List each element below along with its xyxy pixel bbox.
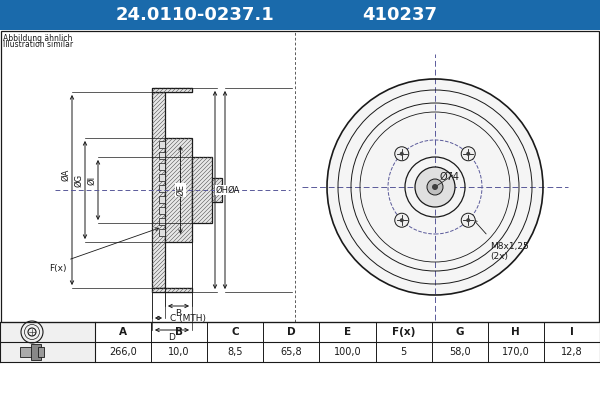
Circle shape bbox=[432, 184, 438, 190]
Circle shape bbox=[400, 218, 404, 222]
Bar bbox=[31, 344, 41, 360]
Text: B: B bbox=[175, 309, 182, 318]
Circle shape bbox=[466, 218, 470, 222]
Text: ØE: ØE bbox=[176, 184, 185, 196]
Circle shape bbox=[415, 167, 455, 207]
Text: ØA: ØA bbox=[61, 169, 70, 181]
Text: Illustration similar: Illustration similar bbox=[3, 40, 73, 49]
Text: 410237: 410237 bbox=[362, 6, 437, 24]
Bar bbox=[95, 322, 600, 342]
Bar bbox=[38, 347, 44, 357]
Bar bbox=[159, 196, 165, 203]
Bar bbox=[165, 138, 192, 242]
Bar bbox=[159, 207, 165, 214]
Text: ØI: ØI bbox=[87, 176, 96, 184]
Bar bbox=[152, 88, 192, 92]
Text: C (MTH): C (MTH) bbox=[170, 314, 206, 322]
Text: G: G bbox=[455, 327, 464, 337]
Text: E: E bbox=[344, 327, 351, 337]
Text: 12,8: 12,8 bbox=[561, 347, 583, 357]
Circle shape bbox=[427, 179, 443, 195]
Bar bbox=[95, 342, 600, 362]
Bar bbox=[159, 229, 165, 236]
Circle shape bbox=[466, 152, 470, 156]
Text: Abbildung ähnlich: Abbildung ähnlich bbox=[3, 34, 73, 43]
Circle shape bbox=[400, 152, 404, 156]
Bar bbox=[152, 288, 192, 292]
Text: D: D bbox=[169, 333, 175, 342]
Bar bbox=[159, 174, 165, 181]
Bar bbox=[152, 288, 192, 292]
Bar bbox=[192, 157, 212, 223]
Text: 5: 5 bbox=[400, 347, 407, 357]
Circle shape bbox=[461, 147, 475, 161]
Text: 170,0: 170,0 bbox=[502, 347, 530, 357]
Circle shape bbox=[395, 147, 409, 161]
Text: 266,0: 266,0 bbox=[109, 347, 137, 357]
Bar bbox=[159, 163, 165, 170]
Text: F(x): F(x) bbox=[392, 327, 415, 337]
Text: Ø74: Ø74 bbox=[440, 172, 460, 182]
Text: 24.0110-0237.1: 24.0110-0237.1 bbox=[116, 6, 274, 24]
Circle shape bbox=[327, 79, 543, 295]
Text: F(x): F(x) bbox=[49, 264, 67, 273]
Bar bbox=[159, 185, 165, 192]
Circle shape bbox=[395, 213, 409, 227]
Text: 8,5: 8,5 bbox=[227, 347, 243, 357]
Bar bbox=[20, 347, 38, 357]
Bar bbox=[0, 322, 95, 362]
Bar bbox=[159, 218, 165, 225]
Text: M8x1,25
(2x): M8x1,25 (2x) bbox=[490, 242, 529, 262]
Bar bbox=[0, 0, 600, 30]
Text: D: D bbox=[287, 327, 296, 337]
Text: ØG: ØG bbox=[74, 174, 83, 186]
Text: 100,0: 100,0 bbox=[334, 347, 361, 357]
Circle shape bbox=[461, 213, 475, 227]
Bar bbox=[152, 88, 192, 92]
Text: I: I bbox=[570, 327, 574, 337]
Bar bbox=[212, 178, 222, 202]
Bar bbox=[1, 31, 599, 322]
Text: C: C bbox=[232, 327, 239, 337]
Text: B: B bbox=[175, 327, 183, 337]
Text: 65,8: 65,8 bbox=[281, 347, 302, 357]
Text: H: H bbox=[511, 327, 520, 337]
Bar bbox=[159, 141, 165, 148]
Text: A: A bbox=[119, 327, 127, 337]
Text: 58,0: 58,0 bbox=[449, 347, 470, 357]
Bar bbox=[159, 152, 165, 159]
Text: ØH: ØH bbox=[216, 186, 229, 194]
Text: ØA: ØA bbox=[228, 186, 241, 194]
Bar bbox=[152, 92, 165, 288]
Text: 10,0: 10,0 bbox=[169, 347, 190, 357]
